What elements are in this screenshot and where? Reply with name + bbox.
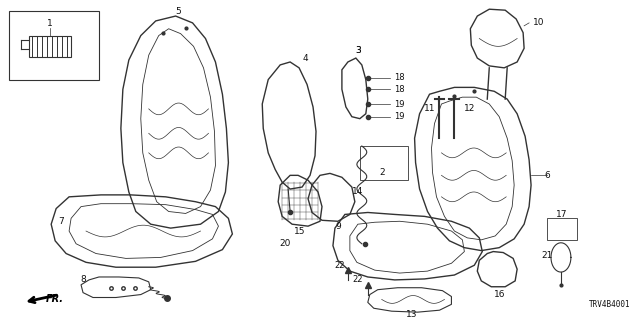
Text: 7: 7: [58, 217, 64, 226]
Text: 21: 21: [541, 251, 553, 260]
Text: TRV4B4001: TRV4B4001: [589, 300, 630, 309]
Text: 13: 13: [406, 310, 417, 319]
Text: 19: 19: [394, 100, 405, 108]
Text: 4: 4: [302, 53, 308, 63]
Text: 19: 19: [394, 112, 405, 121]
Text: 10: 10: [533, 18, 545, 28]
Text: 3: 3: [355, 46, 361, 55]
Bar: [547, 218, 577, 240]
Bar: [360, 146, 408, 180]
Bar: [29, 36, 71, 57]
Text: 6: 6: [544, 171, 550, 180]
Text: 18: 18: [394, 85, 405, 94]
Text: 22: 22: [335, 261, 345, 270]
Text: 1: 1: [47, 20, 53, 28]
Bar: [10, 11, 99, 80]
Text: 22: 22: [353, 276, 363, 284]
Text: FR.: FR.: [46, 294, 64, 304]
Text: 2: 2: [379, 168, 385, 177]
Text: 16: 16: [493, 290, 505, 299]
Text: 9: 9: [335, 222, 340, 231]
Text: 3: 3: [355, 46, 361, 55]
Text: 5: 5: [176, 7, 182, 16]
Text: 18: 18: [394, 73, 405, 82]
Text: 11: 11: [424, 104, 435, 113]
Text: 17: 17: [556, 210, 568, 219]
Text: 20: 20: [280, 239, 291, 248]
Text: 14: 14: [352, 188, 364, 196]
Text: 12: 12: [463, 104, 475, 113]
Text: 15: 15: [294, 227, 306, 236]
Text: 8: 8: [80, 276, 86, 284]
